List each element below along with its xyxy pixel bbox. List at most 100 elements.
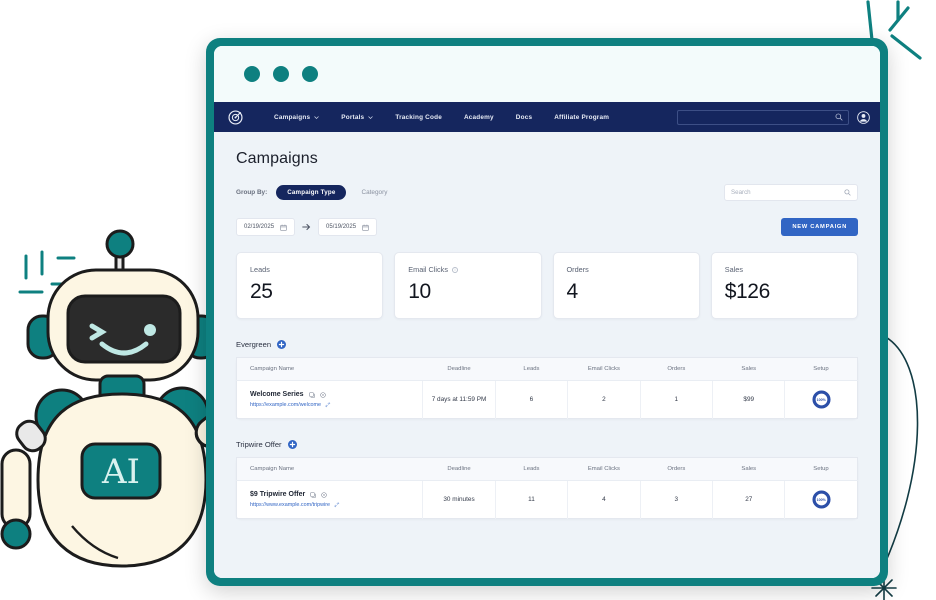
col-deadline: Deadline bbox=[422, 357, 496, 381]
setup-percent: 100% bbox=[816, 497, 826, 502]
mascot-ai-badge: AI bbox=[101, 452, 140, 492]
section-tripwire-offer: Tripwire Offer Campaign Name Deadline Le… bbox=[236, 440, 858, 519]
campaign-name[interactable]: Welcome Series bbox=[250, 391, 304, 398]
link-icon[interactable] bbox=[325, 402, 331, 408]
stat-value: $126 bbox=[724, 280, 771, 303]
stats-row: Leads 25 Email Clicks i 10 Orders 4 Sale… bbox=[236, 252, 858, 319]
stat-label: Orders bbox=[566, 265, 589, 274]
table-row[interactable]: $9 Tripwire Offer bbox=[237, 480, 858, 519]
stat-value: 25 bbox=[250, 280, 273, 303]
section-header: Evergreen bbox=[236, 340, 858, 349]
cell-orders: 1 bbox=[639, 380, 713, 419]
stat-value: 10 bbox=[408, 280, 431, 303]
col-email-clicks: Email Clicks bbox=[567, 457, 641, 481]
new-campaign-button[interactable]: NEW CAMPAIGN bbox=[781, 218, 858, 236]
search-placeholder: Search bbox=[731, 189, 751, 196]
col-deadline: Deadline bbox=[422, 457, 496, 481]
cell-campaign-name: Welcome Series bbox=[237, 381, 423, 419]
link-icon[interactable] bbox=[334, 502, 340, 508]
col-email-clicks: Email Clicks bbox=[567, 357, 641, 381]
setup-progress-ring[interactable]: 100% bbox=[812, 490, 831, 509]
cell-orders: 3 bbox=[639, 480, 713, 519]
nav-search-input[interactable] bbox=[677, 109, 849, 125]
col-leads: Leads bbox=[495, 357, 568, 381]
nav-item-tracking-code[interactable]: Tracking Code bbox=[384, 114, 453, 121]
campaign-name[interactable]: $9 Tripwire Offer bbox=[250, 491, 306, 498]
campaigns-table-evergreen: Campaign Name Deadline Leads Email Click… bbox=[236, 357, 858, 419]
table-header-row: Campaign Name Deadline Leads Email Click… bbox=[236, 357, 858, 381]
nav-item-academy[interactable]: Academy bbox=[453, 114, 505, 121]
chevron-down-icon bbox=[368, 115, 374, 119]
table-header-row: Campaign Name Deadline Leads Email Click… bbox=[236, 457, 858, 481]
cell-email-clicks: 2 bbox=[567, 380, 641, 419]
col-orders: Orders bbox=[640, 457, 713, 481]
col-setup: Setup bbox=[784, 457, 858, 481]
group-option-category[interactable]: Category bbox=[361, 189, 388, 196]
calendar-icon bbox=[362, 224, 369, 231]
col-orders: Orders bbox=[640, 357, 713, 381]
nav-label: Campaigns bbox=[274, 113, 311, 121]
window-dot-minimize[interactable] bbox=[273, 66, 289, 82]
stat-card-orders: Orders 4 bbox=[552, 252, 700, 319]
campaign-url[interactable]: https://www.example.com/tripwire bbox=[250, 502, 330, 508]
settings-icon[interactable] bbox=[321, 491, 327, 498]
plus-circle-icon[interactable] bbox=[277, 340, 287, 349]
copy-icon[interactable] bbox=[310, 491, 316, 498]
copy-icon[interactable] bbox=[308, 391, 315, 398]
settings-icon[interactable] bbox=[319, 391, 326, 398]
calendar-icon bbox=[280, 224, 287, 231]
stat-label: Sales bbox=[724, 265, 744, 274]
group-option-campaign-type[interactable]: Campaign Type bbox=[276, 185, 347, 200]
browser-title-bar bbox=[214, 46, 880, 102]
target-logo-icon[interactable] bbox=[228, 109, 243, 125]
nav-item-portals[interactable]: Portals bbox=[330, 114, 384, 121]
chevron-down-icon bbox=[314, 115, 319, 119]
campaigns-table-tripwire: Campaign Name Deadline Leads Email Click… bbox=[236, 457, 858, 519]
nav-label: Academy bbox=[463, 113, 494, 121]
search-icon bbox=[844, 189, 851, 196]
section-title: Tripwire Offer bbox=[236, 440, 282, 449]
page-content: Campaigns Group By: Campaign Type Catego… bbox=[214, 132, 880, 578]
stat-label: Email Clicks bbox=[408, 265, 448, 274]
cell-leads: 6 bbox=[494, 380, 568, 419]
user-avatar-icon[interactable] bbox=[857, 110, 870, 124]
date-start-input[interactable]: 02/19/2025 bbox=[236, 218, 296, 236]
date-end-input[interactable]: 05/19/2025 bbox=[318, 218, 378, 236]
nav-item-campaigns[interactable]: Campaigns bbox=[263, 114, 330, 121]
col-sales: Sales bbox=[712, 357, 785, 381]
page-title: Campaigns bbox=[236, 150, 318, 167]
nav-label: Affiliate Program bbox=[554, 113, 610, 121]
arrow-right-icon bbox=[302, 223, 311, 231]
col-sales: Sales bbox=[712, 457, 785, 481]
window-dot-maximize[interactable] bbox=[302, 66, 318, 82]
col-leads: Leads bbox=[495, 457, 568, 481]
col-setup: Setup bbox=[784, 357, 858, 381]
group-by-label: Group By: bbox=[236, 189, 268, 196]
search-input[interactable]: Search bbox=[724, 184, 858, 201]
window-dot-close[interactable] bbox=[244, 66, 260, 82]
nav-item-docs[interactable]: Docs bbox=[505, 114, 543, 121]
cell-setup: 100% bbox=[784, 380, 858, 419]
cell-sales: 27 bbox=[712, 480, 785, 519]
campaign-url[interactable]: https://example.com/welcome bbox=[250, 402, 322, 408]
cell-leads: 11 bbox=[494, 480, 568, 519]
col-campaign-name: Campaign Name bbox=[236, 457, 423, 481]
section-evergreen: Evergreen Campaign Name Deadline Leads E… bbox=[236, 340, 858, 419]
search-icon bbox=[835, 113, 843, 121]
col-campaign-name: Campaign Name bbox=[236, 357, 423, 381]
date-start-value: 02/19/2025 bbox=[244, 224, 275, 230]
date-range-row: 02/19/2025 05/19/2025 bbox=[236, 218, 858, 236]
cell-email-clicks: 4 bbox=[567, 480, 641, 519]
stat-card-sales: Sales $126 bbox=[710, 252, 858, 319]
table-row[interactable]: Welcome Series bbox=[237, 380, 858, 419]
filter-row: Group By: Campaign Type Category Search bbox=[236, 184, 858, 201]
browser-window: Campaigns Portals Tracking Code Academy … bbox=[206, 38, 888, 586]
setup-progress-ring[interactable]: 100% bbox=[812, 390, 831, 409]
info-icon[interactable]: i bbox=[451, 266, 458, 273]
cell-campaign-name: $9 Tripwire Offer bbox=[237, 481, 423, 519]
nav-label: Docs bbox=[515, 113, 533, 121]
stat-label: Leads bbox=[250, 265, 270, 274]
nav-label: Tracking Code bbox=[395, 113, 442, 121]
plus-circle-icon[interactable] bbox=[287, 440, 297, 449]
nav-item-affiliate-program[interactable]: Affiliate Program bbox=[543, 114, 620, 121]
